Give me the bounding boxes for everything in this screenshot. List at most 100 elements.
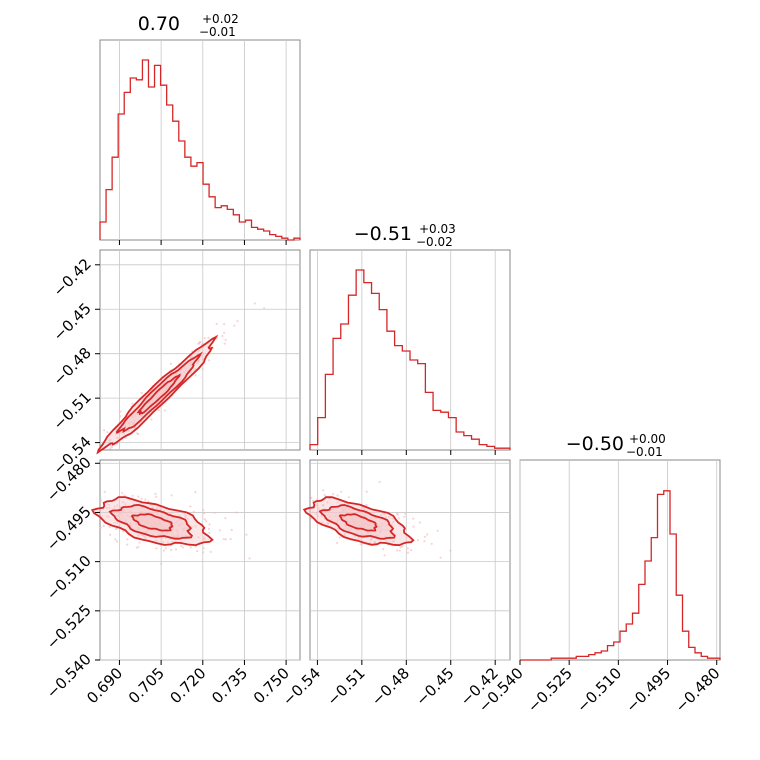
sample-point: [155, 539, 158, 542]
sample-point: [124, 436, 127, 440]
sample-point: [338, 536, 341, 539]
sample-point: [164, 547, 167, 550]
sample-point: [423, 540, 426, 543]
sample-point: [224, 338, 227, 342]
contour-panel-0-2: [90, 459, 301, 665]
sample-point: [109, 444, 112, 447]
sample-point: [390, 523, 393, 526]
sample-point: [113, 505, 116, 508]
sample-point: [147, 500, 150, 503]
sample-point: [230, 528, 233, 532]
contour-panel-0-2-yticks: [95, 462, 100, 661]
sample-point: [143, 535, 146, 538]
sample-point: [326, 522, 329, 525]
contour-panel-0-2-contours: [90, 496, 214, 547]
contour-panel-0-1-frame: [99, 249, 301, 451]
hist-panel-0-frame: [99, 39, 301, 241]
sample-point: [200, 354, 203, 358]
sample-point: [119, 432, 123, 435]
title-param-2-minus: −0.01: [626, 445, 663, 459]
title-param-1-value: −0.51: [354, 223, 412, 245]
sample-point: [383, 513, 386, 516]
sample-point: [316, 498, 319, 501]
sample-point: [107, 503, 110, 506]
sample-point: [115, 527, 119, 530]
sample-point: [263, 307, 266, 310]
sample-point: [320, 521, 324, 524]
sample-point: [363, 508, 366, 511]
sample-point: [112, 448, 116, 452]
xtick-label-1-1: −0.51: [323, 664, 368, 709]
sample-point: [115, 428, 118, 431]
histogram-param-0: [99, 59, 301, 241]
sample-point: [208, 359, 211, 362]
sample-point: [181, 546, 184, 549]
sample-point: [157, 409, 160, 412]
sample-point: [326, 501, 329, 504]
contour-panel-0-2-xticks: [118, 660, 287, 665]
sample-point: [426, 533, 429, 536]
sample-point: [144, 498, 147, 501]
histogram-param-2: [520, 490, 721, 661]
hist-panel-2-frame: [519, 459, 721, 661]
xtick-label-2-1: −0.525: [524, 664, 576, 716]
sample-point: [336, 541, 339, 545]
contour-panel-0-2-grid: [100, 460, 300, 661]
sample-point: [203, 538, 206, 541]
sample-point: [361, 506, 364, 510]
sample-point: [343, 532, 346, 535]
contour-panel-1-2: [302, 459, 511, 665]
sample-point: [418, 521, 421, 524]
sample-point: [383, 554, 386, 557]
sample-point: [397, 517, 400, 520]
sample-point: [388, 516, 391, 519]
hist-panel-0: [99, 39, 301, 245]
sample-point: [317, 507, 320, 510]
sample-point: [203, 512, 206, 515]
sample-point: [209, 550, 212, 554]
sample-point: [135, 546, 138, 549]
sample-point: [347, 496, 350, 499]
sample-point: [155, 547, 158, 550]
sample-point: [223, 331, 226, 334]
sample-point: [114, 538, 117, 541]
sample-point: [202, 551, 205, 554]
sample-point: [417, 539, 420, 542]
sample-point: [169, 511, 172, 515]
contour-panel-1-2-grid: [310, 460, 510, 661]
sample-point: [105, 506, 108, 510]
sample-point: [322, 489, 325, 492]
hist-panel-2-ticks: [519, 660, 718, 665]
ytick-label-1-4: −0.42: [50, 255, 95, 300]
sample-point: [253, 302, 256, 305]
sample-point: [215, 322, 218, 325]
sample-point: [102, 524, 105, 528]
sample-point: [393, 540, 396, 543]
sample-point: [162, 549, 165, 552]
title-param-0-value: 0.70: [138, 13, 180, 35]
sample-point: [196, 352, 199, 355]
xtick-label-2-2: −0.510: [573, 664, 625, 716]
contour-panel-0-1-contours: [96, 334, 219, 455]
sample-point: [166, 541, 170, 544]
sample-point: [194, 491, 197, 494]
sample-point: [138, 541, 141, 544]
sample-point: [108, 506, 111, 510]
sample-point: [365, 503, 368, 506]
sample-point: [197, 342, 200, 345]
sample-point: [399, 546, 402, 549]
sample-point: [194, 374, 197, 377]
sample-point: [340, 490, 343, 493]
histogram-param-1: [309, 269, 511, 450]
xtick-label-0-0: 0.690: [83, 664, 126, 707]
sample-point: [406, 551, 409, 554]
sample-point: [113, 521, 116, 524]
sample-point: [412, 517, 415, 520]
sample-point: [126, 538, 129, 541]
sample-point: [320, 515, 323, 518]
sample-point: [374, 540, 377, 543]
sample-point: [122, 530, 125, 533]
sample-point: [119, 415, 122, 418]
contour-level-2: [130, 513, 174, 532]
xtick-label-0-1: 0.705: [125, 664, 168, 707]
